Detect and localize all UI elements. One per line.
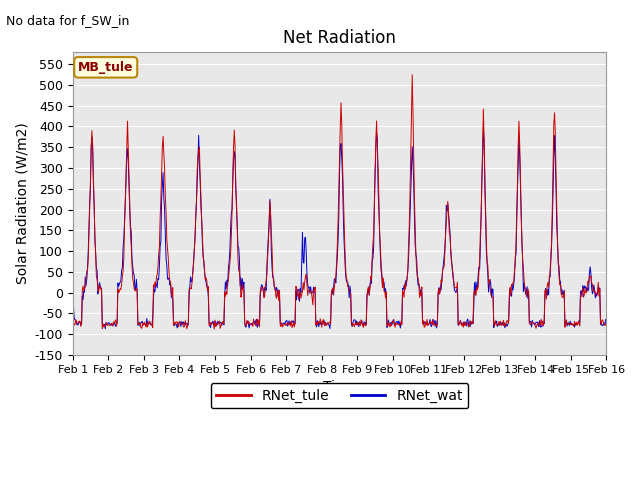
RNet_wat — [420, 319, 428, 324]
RNet_tule — [404, 244, 412, 250]
Y-axis label: Solar Radiation (W/m2): Solar Radiation (W/m2) — [15, 122, 29, 284]
X-axis label: Time: Time — [323, 380, 356, 394]
RNet_tule — [79, 288, 86, 294]
RNet_wat — [69, 289, 77, 295]
RNet_tule — [421, 324, 429, 330]
RNet_wat — [602, 316, 609, 322]
Line: RNet_tule: RNet_tule — [73, 75, 605, 329]
Text: MB_tule: MB_tule — [78, 61, 134, 74]
RNet_wat — [134, 323, 141, 328]
RNet_wat — [79, 293, 86, 299]
RNet_wat — [101, 326, 109, 332]
RNet_wat — [216, 320, 224, 325]
RNet_tule — [216, 325, 224, 331]
RNet_tule — [69, 321, 77, 327]
RNet_wat — [479, 124, 487, 130]
Line: RNet_wat: RNet_wat — [73, 127, 605, 329]
Text: No data for f_SW_in: No data for f_SW_in — [6, 14, 130, 27]
RNet_tule — [408, 72, 416, 78]
RNet_wat — [188, 278, 196, 284]
RNet_tule — [133, 287, 141, 292]
RNet_wat — [404, 257, 412, 263]
Legend: RNet_tule, RNet_wat: RNet_tule, RNet_wat — [211, 383, 468, 408]
RNet_tule — [188, 286, 195, 292]
RNet_tule — [211, 326, 218, 332]
Title: Net Radiation: Net Radiation — [283, 29, 396, 48]
RNet_tule — [602, 322, 609, 327]
